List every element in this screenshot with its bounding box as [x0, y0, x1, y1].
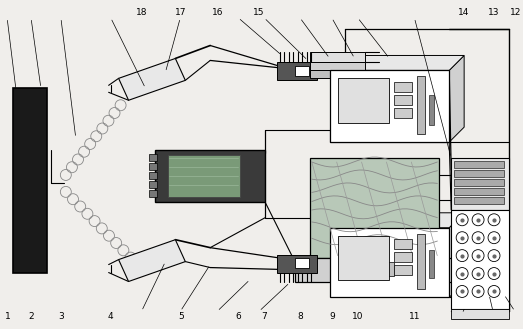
Bar — [150, 190, 157, 197]
Bar — [277, 255, 317, 272]
Bar — [451, 158, 509, 210]
Bar — [310, 70, 365, 78]
Bar — [310, 52, 365, 63]
Text: 16: 16 — [211, 8, 223, 17]
Bar — [13, 88, 47, 272]
Text: 4: 4 — [108, 312, 113, 321]
Text: 1: 1 — [5, 312, 10, 321]
Text: 3: 3 — [58, 312, 64, 321]
Bar — [150, 163, 157, 170]
Bar — [150, 172, 157, 179]
Bar — [338, 236, 390, 280]
Bar — [295, 66, 309, 76]
Polygon shape — [119, 240, 185, 282]
Bar — [329, 70, 449, 142]
Bar — [394, 252, 412, 262]
Bar — [394, 95, 412, 105]
Polygon shape — [449, 56, 464, 142]
Text: 13: 13 — [487, 8, 499, 17]
Text: 8: 8 — [298, 312, 303, 321]
Bar — [454, 170, 504, 177]
Polygon shape — [449, 213, 464, 297]
Text: 10: 10 — [352, 312, 363, 321]
Bar — [417, 76, 425, 134]
Bar — [394, 108, 412, 118]
Bar — [394, 265, 412, 274]
Bar — [454, 161, 504, 168]
Bar — [310, 158, 439, 258]
Bar — [150, 154, 157, 161]
Bar — [277, 63, 317, 80]
Polygon shape — [329, 213, 464, 228]
Bar — [394, 82, 412, 92]
Text: 15: 15 — [253, 8, 265, 17]
Bar — [451, 309, 509, 319]
Bar — [168, 155, 240, 197]
Bar — [454, 179, 504, 186]
Bar — [429, 95, 434, 125]
Bar — [295, 258, 456, 283]
Bar — [310, 63, 365, 70]
Bar — [454, 188, 504, 195]
Bar — [355, 262, 394, 275]
Bar — [150, 181, 157, 188]
Polygon shape — [119, 59, 185, 100]
Text: 5: 5 — [178, 312, 184, 321]
Text: 14: 14 — [458, 8, 469, 17]
Bar — [295, 258, 309, 267]
Bar — [451, 210, 509, 309]
Bar — [338, 78, 390, 123]
Bar — [429, 250, 434, 278]
Polygon shape — [329, 56, 464, 70]
Bar — [454, 197, 504, 204]
Bar — [394, 239, 412, 249]
Text: 11: 11 — [410, 312, 421, 321]
Bar — [417, 234, 425, 290]
Text: 7: 7 — [261, 312, 267, 321]
Text: 12: 12 — [510, 8, 521, 17]
Text: 9: 9 — [329, 312, 335, 321]
Text: 6: 6 — [235, 312, 241, 321]
Bar — [155, 150, 265, 202]
Text: 18: 18 — [136, 8, 147, 17]
Bar — [329, 228, 449, 297]
Text: 17: 17 — [175, 8, 187, 17]
Text: 2: 2 — [28, 312, 34, 321]
